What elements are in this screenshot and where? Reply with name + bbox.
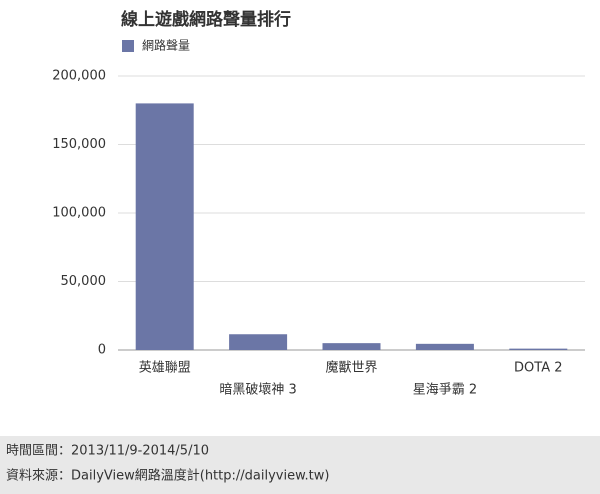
footer-note: 時間區間：2013/11/9-2014/5/10 <box>6 444 209 459</box>
bar <box>135 103 194 351</box>
y-tick-label: 150,000 <box>52 137 106 152</box>
footer-bg <box>0 436 600 494</box>
legend-swatch <box>122 40 134 52</box>
y-tick-label: 0 <box>98 343 106 358</box>
chart-title: 線上遊戲網路聲量排行 <box>121 9 291 30</box>
bar <box>229 334 288 350</box>
x-tick-label: DOTA 2 <box>514 361 562 376</box>
y-tick-label: 100,000 <box>52 206 106 221</box>
y-tick-label: 50,000 <box>61 274 107 289</box>
x-tick-label: 魔獸世界 <box>325 361 377 376</box>
x-tick-label: 星海爭霸 2 <box>413 383 477 398</box>
x-tick-label: 暗黑破壞神 3 <box>219 383 296 398</box>
bar <box>322 343 381 350</box>
x-tick-label: 英雄聯盟 <box>139 361 191 376</box>
footer-note: 資料來源：DailyView網路溫度計(http://dailyview.tw) <box>6 468 329 484</box>
y-tick-label: 200,000 <box>52 69 106 84</box>
legend-label: 網路聲量 <box>142 38 190 53</box>
bar <box>509 348 568 350</box>
bar <box>415 343 474 350</box>
